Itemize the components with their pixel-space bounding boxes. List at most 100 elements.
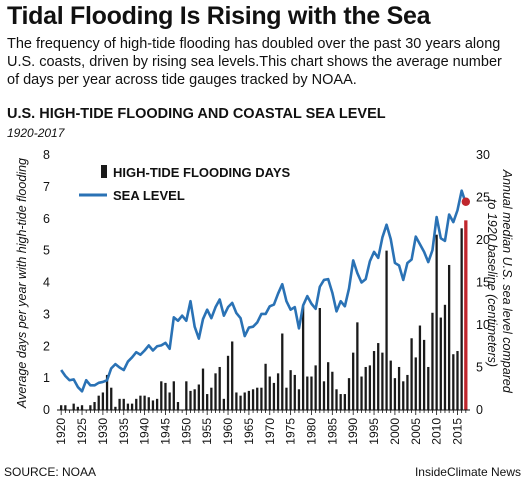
bar bbox=[206, 394, 209, 410]
bar bbox=[372, 351, 376, 410]
bar bbox=[93, 402, 96, 410]
y-tick-label-right: 30 bbox=[476, 148, 490, 162]
bar bbox=[218, 366, 221, 410]
bar bbox=[80, 405, 84, 410]
x-tick-label: 1945 bbox=[158, 418, 172, 445]
y-tick-label-right: 10 bbox=[476, 318, 490, 332]
y-axis-label-right-line-1: Annual median U.S. sea level compared bbox=[500, 169, 514, 394]
x-tick-label: 1970 bbox=[263, 418, 277, 445]
line-layer bbox=[60, 189, 471, 393]
bar bbox=[364, 366, 367, 410]
bar bbox=[139, 395, 142, 410]
x-tick-label: 1985 bbox=[325, 418, 339, 445]
bar bbox=[276, 373, 280, 410]
bar bbox=[385, 250, 388, 411]
bar bbox=[251, 389, 255, 410]
bar bbox=[185, 381, 188, 410]
bar bbox=[264, 363, 267, 410]
bar bbox=[239, 395, 242, 410]
bar bbox=[322, 381, 326, 410]
x-tick-label: 2015 bbox=[450, 418, 464, 445]
y-tick-label-right: 0 bbox=[476, 403, 483, 417]
bar bbox=[281, 333, 284, 410]
bar bbox=[285, 387, 288, 410]
bar bbox=[126, 403, 130, 411]
chart-date-range: 1920-2017 bbox=[7, 126, 65, 140]
bar bbox=[314, 365, 317, 411]
x-tick-label: 1950 bbox=[179, 418, 193, 445]
bar bbox=[114, 406, 117, 410]
bar bbox=[143, 395, 146, 410]
bar bbox=[110, 387, 113, 410]
bar bbox=[201, 368, 205, 410]
y-axis-label-left: Average days per year with high-tide flo… bbox=[15, 158, 29, 409]
chart-title: U.S. HIGH-TIDE FLOODING AND COASTAL SEA … bbox=[7, 106, 386, 122]
x-tick-label: 1925 bbox=[75, 418, 89, 445]
credit-note: InsideClimate News bbox=[414, 465, 521, 479]
bar bbox=[147, 397, 150, 410]
y-tick-label-left: 6 bbox=[43, 212, 50, 226]
bar bbox=[231, 341, 234, 410]
y-tick-label-right: 5 bbox=[476, 361, 483, 375]
bar bbox=[293, 374, 296, 410]
y-tick-label-left: 7 bbox=[43, 180, 50, 194]
bar bbox=[389, 360, 392, 410]
bar bbox=[410, 338, 413, 410]
bar bbox=[406, 374, 409, 410]
bar bbox=[306, 376, 309, 410]
bar bbox=[226, 355, 230, 410]
bar bbox=[72, 403, 75, 411]
bar bbox=[105, 374, 109, 410]
bar bbox=[297, 389, 301, 410]
bar bbox=[460, 228, 463, 410]
bar bbox=[155, 398, 159, 410]
bar bbox=[368, 365, 372, 411]
bar bbox=[377, 343, 380, 410]
bar bbox=[393, 378, 397, 411]
bar bbox=[439, 317, 442, 410]
x-tick-label: 1920 bbox=[54, 418, 68, 445]
bar bbox=[318, 308, 321, 410]
x-tick-label: 2010 bbox=[430, 418, 444, 445]
bar bbox=[176, 402, 180, 410]
bar bbox=[76, 406, 79, 410]
bar bbox=[189, 390, 192, 411]
bar bbox=[172, 381, 175, 410]
bar bbox=[214, 373, 217, 410]
y-axis-label-right-line-2: to 1920 baseline (centimeters) bbox=[485, 199, 499, 367]
bar bbox=[343, 394, 346, 410]
bar bbox=[272, 382, 276, 410]
y-tick-label-left: 1 bbox=[43, 371, 50, 385]
bar bbox=[310, 376, 313, 410]
bar bbox=[414, 357, 417, 410]
bar bbox=[160, 381, 163, 410]
y-tick-label-left: 0 bbox=[43, 403, 50, 417]
bar bbox=[402, 381, 405, 410]
bar bbox=[89, 405, 92, 410]
bar bbox=[418, 325, 422, 410]
bar bbox=[352, 352, 355, 411]
bars-layer bbox=[60, 220, 468, 411]
y-tick-label-right: 20 bbox=[476, 233, 490, 247]
y-tick-label-left: 4 bbox=[43, 276, 50, 290]
x-tick-label: 1995 bbox=[367, 418, 381, 445]
bar bbox=[164, 382, 167, 410]
x-tick-label: 1955 bbox=[200, 418, 214, 445]
bar bbox=[335, 389, 338, 410]
bar bbox=[130, 403, 134, 411]
y-tick-label-right: 25 bbox=[476, 191, 490, 205]
legend-bar-swatch bbox=[101, 165, 107, 178]
bar bbox=[456, 351, 459, 410]
bar bbox=[427, 366, 430, 410]
legend-bars-label: HIGH-TIDE FLOODING DAYS bbox=[113, 165, 291, 180]
page-subtitle: The frequency of high-tide flooding has … bbox=[7, 36, 502, 88]
page-title: Tidal Flooding Is Rising with the Sea bbox=[7, 2, 431, 30]
bar bbox=[356, 322, 359, 410]
highlight-bar-2017 bbox=[464, 220, 468, 410]
x-tick-label: 1965 bbox=[242, 418, 256, 445]
bar bbox=[347, 378, 351, 411]
bar bbox=[256, 387, 259, 410]
x-tick-label: 2005 bbox=[409, 418, 423, 445]
x-tick-label: 1935 bbox=[117, 418, 131, 445]
